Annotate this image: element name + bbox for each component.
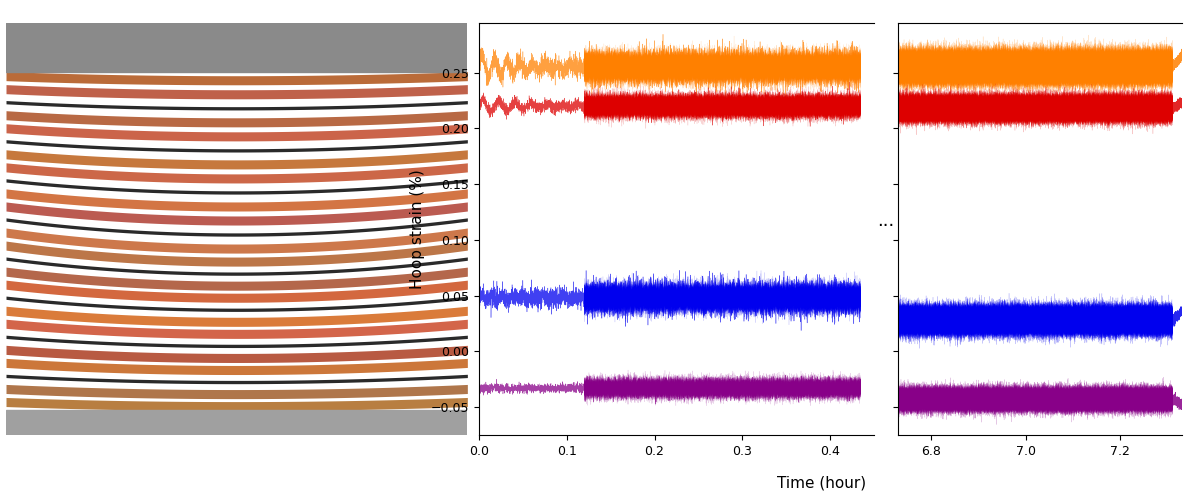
Y-axis label: Hoop strain (%): Hoop strain (%) [410, 169, 425, 288]
Text: ...: ... [877, 212, 894, 230]
Bar [6, 22, 467, 72]
Text: Time (hour): Time (hour) [778, 475, 866, 490]
Bar [6, 410, 467, 435]
